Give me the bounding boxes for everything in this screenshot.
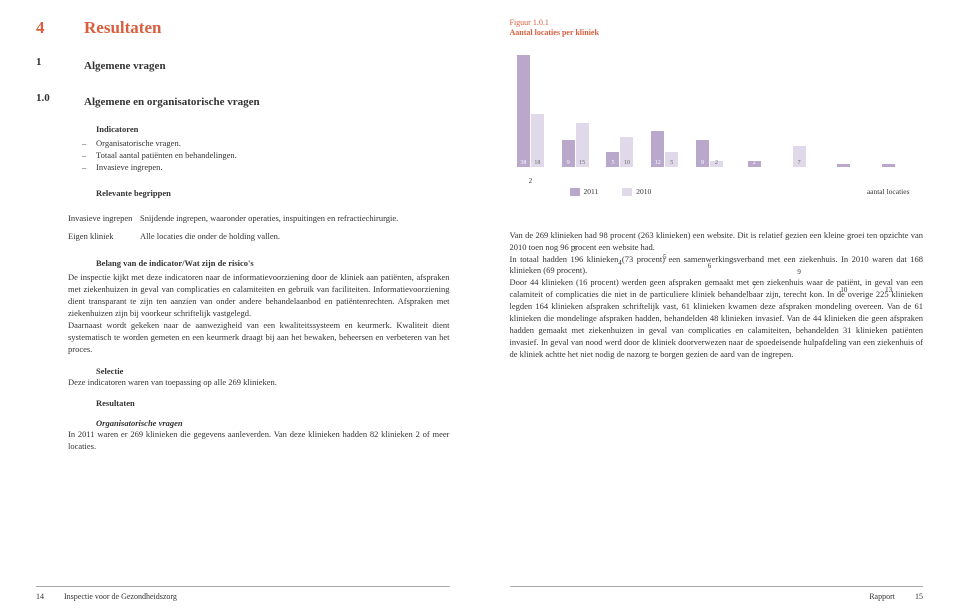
bar-2010: 18 bbox=[531, 114, 544, 167]
section-1-row: 1 Algemene vragen bbox=[36, 56, 450, 74]
def-row: Invasieve ingrepen Snijdende ingrepen, w… bbox=[68, 213, 450, 224]
footer-text-left: Inspectie voor de Gezondheidszorg bbox=[64, 592, 177, 601]
page-number-right: 15 bbox=[915, 592, 923, 601]
figure-number: Figuur 1.0.1 bbox=[510, 18, 549, 27]
bar-2010: 10 bbox=[620, 137, 633, 167]
x-label: 7 bbox=[733, 283, 775, 291]
x-label: 4 bbox=[599, 259, 641, 267]
x-label: 5 bbox=[644, 253, 686, 261]
footer-left: 14 Inspectie voor de Gezondheidszorg bbox=[36, 586, 450, 601]
bar-pair: 38182 bbox=[510, 55, 552, 167]
bar-pair: 79 bbox=[778, 146, 820, 167]
indicatoren-heading: Indicatoren bbox=[96, 124, 450, 136]
page-number-left: 14 bbox=[36, 592, 44, 601]
page-right: Figuur 1.0.1 Aantal locaties per kliniek… bbox=[480, 0, 959, 613]
def-desc: Snijdende ingrepen, waaronder operaties,… bbox=[140, 213, 450, 224]
bar-2011: 9 bbox=[696, 140, 709, 167]
indic-item: Organisatorische vragen. bbox=[96, 138, 450, 150]
bar-value: 2 bbox=[748, 160, 761, 166]
bar-2011: 1 bbox=[882, 164, 895, 167]
bar-2011: 9 bbox=[562, 140, 575, 167]
relevante-block: Relevante begrippen bbox=[96, 188, 450, 200]
bar-2011: 1 bbox=[837, 164, 850, 167]
organisatorische-text: In 2011 waren er 269 klinieken die gegev… bbox=[68, 429, 450, 453]
def-term: Invasieve ingrepen bbox=[68, 213, 140, 224]
chapter-header: 4 Resultaten bbox=[36, 18, 450, 38]
bar-2011: 5 bbox=[606, 152, 619, 167]
bar-pair: 1255 bbox=[644, 131, 686, 166]
belang-heading: Belang van de indicator/Wat zijn de risi… bbox=[96, 258, 450, 270]
legend-ylabel: aantal locaties bbox=[867, 187, 910, 196]
bar-value: 12 bbox=[651, 160, 664, 166]
x-label: 3 bbox=[554, 245, 596, 253]
indic-item: Totaal aantal patiënten en behandelingen… bbox=[96, 150, 450, 162]
bar-2011: 2 bbox=[748, 161, 761, 167]
bar-value: 9 bbox=[696, 160, 709, 166]
section-1-num: 1 bbox=[36, 56, 80, 68]
x-label: 13 bbox=[868, 286, 910, 294]
page-left: 4 Resultaten 1 Algemene vragen 1.0 Algem… bbox=[0, 0, 480, 613]
section-1-0-num: 1.0 bbox=[36, 92, 80, 104]
bar-pair: 113 bbox=[868, 164, 910, 167]
bar-pair: 5104 bbox=[599, 137, 641, 167]
x-label: 6 bbox=[689, 262, 731, 270]
chapter-number: 4 bbox=[36, 18, 80, 38]
bar-value: 5 bbox=[606, 160, 619, 166]
legend-2010: 2010 bbox=[636, 187, 651, 196]
relevante-heading: Relevante begrippen bbox=[96, 188, 450, 200]
x-label: 9 bbox=[778, 268, 820, 276]
bar-value: 1 bbox=[837, 160, 850, 166]
bar-value: 1 bbox=[882, 160, 895, 166]
bar-2010: 5 bbox=[665, 152, 678, 167]
figure-title: Aantal locaties per kliniek bbox=[510, 28, 599, 37]
bar-2011: 12 bbox=[651, 131, 664, 166]
section-1-0-row: 1.0 Algemene en organisatorische vragen bbox=[36, 92, 450, 110]
bar-pair: 926 bbox=[689, 140, 731, 167]
def-term: Eigen kliniek bbox=[68, 231, 140, 242]
bar-value: 5 bbox=[665, 160, 678, 166]
bar-2010: 2 bbox=[710, 161, 723, 167]
bar-pair: 110 bbox=[823, 164, 865, 167]
bar-pair: 9153 bbox=[554, 123, 596, 167]
bar-value: 18 bbox=[531, 160, 544, 166]
chart: 381829153510412559262779110113 2011 2010… bbox=[510, 47, 910, 212]
bar-pair: 27 bbox=[733, 161, 775, 167]
selectie-text: Deze indicatoren waren van toepassing op… bbox=[68, 377, 450, 389]
belang-text: De inspectie kijkt met deze indicatoren … bbox=[68, 272, 450, 355]
bar-2010: 15 bbox=[576, 123, 589, 167]
selectie-heading: Selectie bbox=[96, 366, 450, 376]
section-1-0-title: Algemene en organisatorische vragen bbox=[84, 96, 260, 108]
x-label: 10 bbox=[823, 286, 865, 294]
figure-label: Figuur 1.0.1 Aantal locaties per kliniek bbox=[510, 18, 924, 39]
bar-value: 38 bbox=[517, 160, 530, 166]
bar-value: 9 bbox=[562, 160, 575, 166]
def-row: Eigen kliniek Alle locaties die onder de… bbox=[68, 231, 450, 242]
belang-block: Belang van de indicator/Wat zijn de risi… bbox=[96, 258, 450, 270]
organisatorische-heading: Organisatorische vragen bbox=[96, 418, 450, 428]
footer-right: Rapport 15 bbox=[510, 586, 924, 601]
bar-value: 7 bbox=[793, 160, 806, 166]
x-label: 2 bbox=[510, 177, 552, 185]
resultaten-heading: Resultaten bbox=[96, 398, 450, 408]
chart-legend: 2011 2010 aantal locaties bbox=[570, 187, 910, 196]
bar-2011: 38 bbox=[517, 55, 530, 167]
bar-value: 2 bbox=[710, 160, 723, 166]
indicatoren-block: Indicatoren bbox=[96, 124, 450, 136]
chapter-title: Resultaten bbox=[84, 18, 161, 38]
bar-value: 10 bbox=[620, 160, 633, 166]
indic-item: Invasieve ingrepen. bbox=[96, 162, 450, 174]
footer-text-right: Rapport bbox=[869, 592, 895, 601]
bar-2010: 7 bbox=[793, 146, 806, 167]
section-1-title: Algemene vragen bbox=[84, 60, 166, 72]
def-desc: Alle locaties die onder de holding valle… bbox=[140, 231, 450, 242]
bar-value: 15 bbox=[576, 160, 589, 166]
legend-2011: 2011 bbox=[584, 187, 599, 196]
